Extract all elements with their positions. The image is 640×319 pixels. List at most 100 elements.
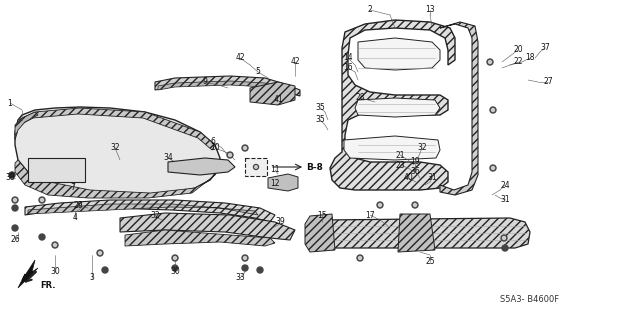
Circle shape <box>52 242 58 248</box>
Polygon shape <box>15 160 218 198</box>
Circle shape <box>242 265 248 271</box>
Circle shape <box>502 245 508 251</box>
Circle shape <box>173 256 177 259</box>
Circle shape <box>378 204 381 206</box>
Polygon shape <box>158 81 282 91</box>
Text: 35: 35 <box>315 115 325 124</box>
Polygon shape <box>355 98 440 117</box>
Text: 26: 26 <box>10 235 20 244</box>
Text: 20: 20 <box>513 46 523 55</box>
Text: 32: 32 <box>110 144 120 152</box>
Text: B-8: B-8 <box>307 162 323 172</box>
Text: 42: 42 <box>290 57 300 66</box>
Text: 7: 7 <box>70 183 76 192</box>
Circle shape <box>255 166 257 168</box>
Text: 5: 5 <box>255 68 260 77</box>
Text: 24: 24 <box>500 181 510 189</box>
Circle shape <box>490 165 496 171</box>
Text: 29: 29 <box>73 201 83 210</box>
Text: 39: 39 <box>275 218 285 226</box>
Polygon shape <box>344 136 440 160</box>
Polygon shape <box>312 218 530 248</box>
Text: 19: 19 <box>410 158 420 167</box>
Text: 21: 21 <box>396 151 404 160</box>
Polygon shape <box>28 158 85 182</box>
Text: 6: 6 <box>211 137 216 146</box>
Text: 16: 16 <box>343 63 353 72</box>
Text: 13: 13 <box>425 5 435 14</box>
Text: 15: 15 <box>317 211 327 219</box>
Polygon shape <box>120 213 295 240</box>
Text: 32: 32 <box>417 144 427 152</box>
Polygon shape <box>28 204 258 215</box>
Circle shape <box>413 204 417 206</box>
Circle shape <box>243 256 246 259</box>
Text: 17: 17 <box>365 211 375 219</box>
Circle shape <box>102 267 108 273</box>
Circle shape <box>490 107 496 113</box>
Polygon shape <box>168 158 235 175</box>
Text: 22: 22 <box>513 57 523 66</box>
Text: 37: 37 <box>540 43 550 53</box>
Text: 32: 32 <box>150 211 160 219</box>
Polygon shape <box>125 230 275 246</box>
Text: 36: 36 <box>410 167 420 176</box>
Circle shape <box>502 236 506 240</box>
Text: 9: 9 <box>203 78 207 86</box>
Text: 12: 12 <box>270 179 280 188</box>
Text: 18: 18 <box>525 54 535 63</box>
Text: 10: 10 <box>210 144 220 152</box>
Polygon shape <box>330 20 455 190</box>
Text: 14: 14 <box>343 54 353 63</box>
Circle shape <box>257 267 263 273</box>
Polygon shape <box>15 112 38 140</box>
Circle shape <box>39 197 45 203</box>
Circle shape <box>39 234 45 240</box>
Polygon shape <box>398 214 435 252</box>
Circle shape <box>54 243 56 247</box>
Text: 30: 30 <box>50 268 60 277</box>
Circle shape <box>358 256 362 259</box>
Text: 3: 3 <box>90 273 95 283</box>
Text: S5A3- B4600F: S5A3- B4600F <box>500 295 559 305</box>
Circle shape <box>501 235 507 241</box>
Circle shape <box>492 108 495 112</box>
Polygon shape <box>18 260 38 288</box>
Text: 30: 30 <box>170 268 180 277</box>
Circle shape <box>412 202 418 208</box>
Circle shape <box>228 153 232 157</box>
Circle shape <box>172 255 178 261</box>
Text: 23: 23 <box>395 160 405 169</box>
Circle shape <box>13 198 17 202</box>
Text: 2: 2 <box>367 5 372 14</box>
Text: 1: 1 <box>8 99 12 108</box>
Circle shape <box>12 197 18 203</box>
Circle shape <box>377 202 383 208</box>
Polygon shape <box>250 82 295 105</box>
Circle shape <box>253 165 259 169</box>
Polygon shape <box>440 22 478 195</box>
Circle shape <box>9 172 15 178</box>
Circle shape <box>172 265 178 271</box>
Circle shape <box>97 250 103 256</box>
Circle shape <box>99 251 102 255</box>
Circle shape <box>242 145 248 151</box>
Text: 25: 25 <box>425 257 435 266</box>
Circle shape <box>12 225 18 231</box>
Circle shape <box>243 146 246 150</box>
FancyBboxPatch shape <box>245 158 267 176</box>
Text: 35: 35 <box>315 103 325 113</box>
Circle shape <box>487 59 493 65</box>
Text: 34: 34 <box>163 153 173 162</box>
Polygon shape <box>18 108 215 150</box>
Circle shape <box>492 167 495 169</box>
Text: 33: 33 <box>235 273 245 283</box>
Text: 40: 40 <box>403 174 413 182</box>
Text: 28: 28 <box>355 93 365 102</box>
Polygon shape <box>358 38 440 70</box>
Text: 42: 42 <box>235 54 245 63</box>
Text: 38: 38 <box>5 174 15 182</box>
Text: FR.: FR. <box>40 281 56 291</box>
Text: 31: 31 <box>500 196 510 204</box>
Polygon shape <box>268 174 298 191</box>
